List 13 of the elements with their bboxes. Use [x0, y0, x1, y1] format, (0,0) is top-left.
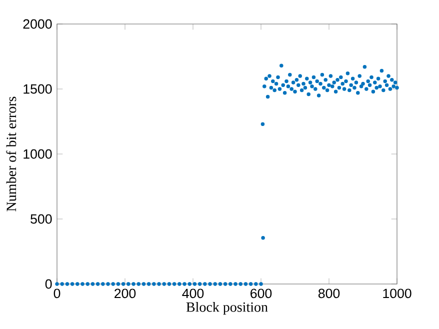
y-axis-title: Number of bit errors	[6, 96, 16, 212]
x-tick-label: 1000	[383, 288, 412, 298]
x-tick-label: 400	[182, 288, 204, 298]
y-tick-label: 1500	[24, 84, 52, 94]
x-axis-title: Block position	[186, 302, 268, 315]
x-tick-label: 600	[250, 288, 272, 298]
y-tick-label: 500	[30, 214, 52, 224]
x-tick-label: 200	[114, 288, 136, 298]
y-tick-label: 1000	[24, 149, 52, 159]
x-tick-label: 0	[54, 288, 60, 298]
y-tick-label: 0	[45, 279, 52, 289]
x-tick-label: 800	[318, 288, 340, 298]
y-tick-label: 2000	[23, 19, 52, 29]
